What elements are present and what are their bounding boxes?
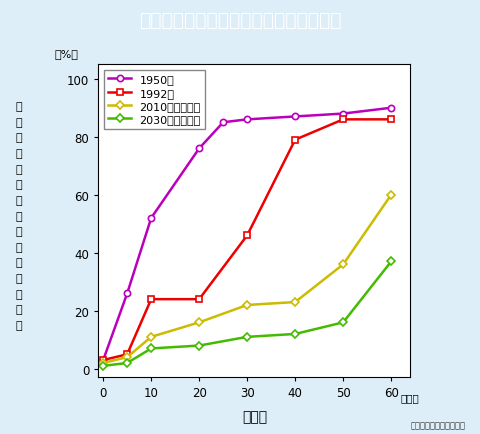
Line: 1950年: 1950年: [100, 105, 395, 363]
2030年（予測）: [292, 332, 298, 337]
2010年（予測）: [124, 355, 130, 360]
2030年（予測）: [244, 335, 250, 340]
2030年（予測）: [148, 346, 154, 351]
Line: 2010年（予測）: 2010年（予測）: [100, 192, 395, 366]
2030年（予測）: [124, 361, 130, 366]
2010年（予測）: [100, 361, 106, 366]
1950年: [100, 358, 106, 363]
2030年（予測）: [388, 259, 394, 264]
2030年（予測）: [340, 320, 346, 325]
1992年: [196, 297, 202, 302]
Text: リ: リ: [16, 133, 23, 143]
1950年: [292, 115, 298, 120]
1992年: [388, 118, 394, 123]
1992年: [100, 358, 106, 363]
Text: に: に: [16, 164, 23, 174]
Text: 〔免疫医坊の研究協力〕: 〔免疫医坊の研究協力〕: [410, 421, 466, 430]
Text: 年　齢: 年 齢: [242, 409, 267, 423]
Text: 感: 感: [16, 180, 23, 190]
Text: （歳）: （歳）: [401, 392, 420, 402]
2010年（予測）: [148, 335, 154, 340]
2010年（予測）: [388, 193, 394, 198]
Text: 染: 染: [16, 195, 23, 205]
Text: の: の: [16, 289, 23, 299]
Text: （%）: （%）: [55, 49, 79, 59]
2030年（予測）: [100, 363, 106, 368]
Text: ロ: ロ: [16, 118, 23, 128]
Text: 合: 合: [16, 320, 23, 330]
2010年（予測）: [196, 320, 202, 325]
2030年（予測）: [196, 343, 202, 349]
1950年: [244, 118, 250, 123]
2010年（予測）: [292, 300, 298, 305]
2010年（予測）: [244, 302, 250, 308]
Text: る: る: [16, 258, 23, 268]
1950年: [340, 112, 346, 117]
Text: し: し: [16, 211, 23, 221]
1950年: [124, 291, 130, 296]
1992年: [292, 138, 298, 143]
1950年: [148, 216, 154, 221]
1992年: [124, 352, 130, 357]
1950年: [220, 120, 226, 125]
Line: 2030年（予測）: 2030年（予測）: [100, 259, 395, 369]
Text: 菌: 菌: [16, 149, 23, 159]
2010年（予測）: [340, 262, 346, 267]
1950年: [196, 146, 202, 151]
1950年: [388, 106, 394, 111]
1992年: [340, 118, 346, 123]
Text: 割: 割: [16, 305, 23, 315]
Text: ピ: ピ: [16, 102, 23, 112]
Line: 1992年: 1992年: [100, 117, 395, 363]
Legend: 1950年, 1992年, 2010年（予測）, 2030年（予測）: 1950年, 1992年, 2010年（予測）, 2030年（予測）: [104, 71, 205, 129]
1992年: [244, 233, 250, 238]
1992年: [148, 297, 154, 302]
Text: 日本人のピロリ感染率の過去と将来予測: 日本人のピロリ感染率の過去と将来予測: [139, 11, 341, 30]
Text: て: て: [16, 227, 23, 237]
Text: い: い: [16, 242, 23, 252]
Text: 人: 人: [16, 273, 23, 283]
